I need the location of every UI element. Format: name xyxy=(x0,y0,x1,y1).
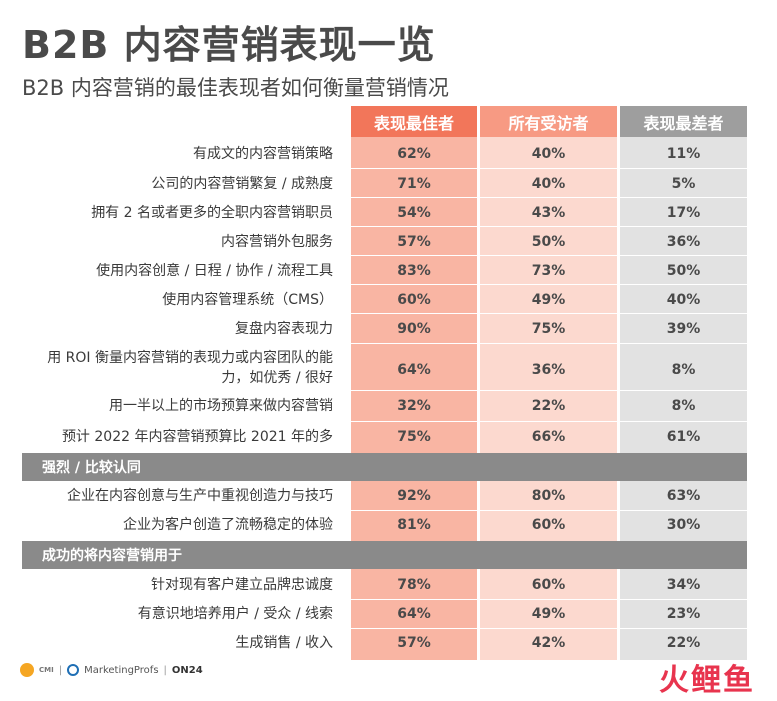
row-value-all: 60% xyxy=(531,577,566,593)
row-label: 有成文的内容营销策略 xyxy=(193,146,333,162)
row-label: 针对现有客户建立品牌忠诚度 xyxy=(151,577,333,593)
row-label: 企业为客户创造了流畅稳定的体验 xyxy=(123,517,333,533)
marketingprofs-logo-text: MarketingProfs xyxy=(84,664,159,676)
row-value-best: 92% xyxy=(397,488,431,504)
row-value-all: 40% xyxy=(531,176,566,192)
row-label: 有意识地培养用户 / 受众 / 线索 xyxy=(137,606,333,622)
row-value-worst: 8% xyxy=(671,398,696,414)
row-label: 内容营销外包服务 xyxy=(221,234,333,250)
row-value-worst: 5% xyxy=(671,176,696,192)
row-value-worst: 11% xyxy=(666,146,701,162)
row-label: 预计 2022 年内容营销预算比 2021 年的多 xyxy=(61,429,333,445)
row-value-best: 57% xyxy=(397,234,431,250)
row-value-best: 60% xyxy=(397,292,431,308)
column-bg-all xyxy=(480,137,617,660)
row-value-all: 73% xyxy=(531,263,566,279)
row-divider xyxy=(351,168,747,169)
row-label: 公司的内容营销繁复 / 成熟度 xyxy=(151,176,333,192)
row-value-worst: 39% xyxy=(666,321,701,337)
row-value-worst: 61% xyxy=(666,429,701,445)
row-divider xyxy=(351,197,747,198)
row-value-all: 50% xyxy=(531,234,566,250)
row-value-worst: 34% xyxy=(666,577,701,593)
row-value-all: 49% xyxy=(531,606,566,622)
row-label: 用 ROI 衡量内容营销的表现力或内容团队的能力，如优秀 / 很好 xyxy=(47,350,333,386)
row-value-all: 66% xyxy=(531,429,566,445)
row-value-best: 83% xyxy=(397,263,431,279)
row-value-all: 43% xyxy=(531,205,566,221)
row-value-best: 90% xyxy=(397,321,431,337)
row-divider xyxy=(351,226,747,227)
row-value-best: 75% xyxy=(397,429,431,445)
row-divider xyxy=(351,255,747,256)
row-value-all: 60% xyxy=(531,517,566,533)
row-divider xyxy=(351,628,747,629)
section-header: 成功的将内容营销用于 xyxy=(22,541,747,569)
row-value-worst: 8% xyxy=(671,362,696,378)
row-value-all: 75% xyxy=(531,321,566,337)
row-value-all: 42% xyxy=(531,635,566,651)
row-label: 使用内容管理系统（CMS） xyxy=(162,292,333,308)
row-value-all: 49% xyxy=(531,292,566,308)
row-value-all: 80% xyxy=(531,488,566,504)
row-divider xyxy=(351,510,747,511)
row-value-worst: 30% xyxy=(666,517,701,533)
page-subtitle: B2B 内容营销的最佳表现者如何衡量营销情况 xyxy=(22,76,449,100)
column-bg-worst xyxy=(620,137,747,660)
row-divider xyxy=(351,284,747,285)
on24-logo-text: ON24 xyxy=(171,664,203,676)
logo-separator: | xyxy=(163,664,167,676)
row-value-best: 78% xyxy=(397,577,431,593)
row-value-best: 62% xyxy=(397,146,431,162)
row-divider xyxy=(351,343,747,344)
row-value-worst: 50% xyxy=(666,263,701,279)
row-value-all: 22% xyxy=(531,398,566,414)
header-worst-performers: 表现最差者 xyxy=(620,106,747,137)
header-best-performers: 表现最佳者 xyxy=(351,106,477,137)
row-value-worst: 23% xyxy=(666,606,701,622)
row-value-all: 40% xyxy=(531,146,566,162)
row-value-best: 64% xyxy=(397,606,431,622)
row-value-best: 64% xyxy=(397,362,431,378)
column-bg-best xyxy=(351,137,477,660)
cmi-logo-text: CMI xyxy=(39,666,54,674)
row-label: 生成销售 / 收入 xyxy=(235,635,333,651)
watermark-logo: 火鲤鱼 xyxy=(659,663,755,698)
row-label: 使用内容创意 / 日程 / 协作 / 流程工具 xyxy=(96,263,333,279)
partner-logos: CMI | MarketingProfs | ON24 xyxy=(20,663,203,677)
row-divider xyxy=(351,599,747,600)
header-all-respondents: 所有受访者 xyxy=(480,106,617,137)
row-value-best: 57% xyxy=(397,635,431,651)
row-value-best: 81% xyxy=(397,517,431,533)
cmi-logo-icon xyxy=(20,663,34,677)
row-divider xyxy=(351,421,747,422)
page-title: B2B 内容营销表现一览 xyxy=(22,23,436,67)
row-value-all: 36% xyxy=(531,362,566,378)
row-value-best: 54% xyxy=(397,205,431,221)
row-value-worst: 22% xyxy=(666,635,701,651)
row-divider xyxy=(351,390,747,391)
marketingprofs-logo-icon xyxy=(67,664,80,676)
row-label: 用一半以上的市场预算来做内容营销 xyxy=(109,398,333,414)
row-value-worst: 63% xyxy=(666,488,701,504)
row-divider xyxy=(351,313,747,314)
row-value-worst: 17% xyxy=(666,205,701,221)
row-value-best: 71% xyxy=(397,176,431,192)
row-value-best: 32% xyxy=(397,398,431,414)
row-label: 复盘内容表现力 xyxy=(235,321,333,337)
row-value-worst: 36% xyxy=(666,234,701,250)
row-label: 拥有 2 名或者更多的全职内容营销职员 xyxy=(91,205,333,221)
section-header: 强烈 / 比较认同 xyxy=(22,453,747,481)
row-value-worst: 40% xyxy=(666,292,701,308)
row-label: 企业在内容创意与生产中重视创造力与技巧 xyxy=(67,488,333,504)
logo-separator: | xyxy=(58,664,63,676)
